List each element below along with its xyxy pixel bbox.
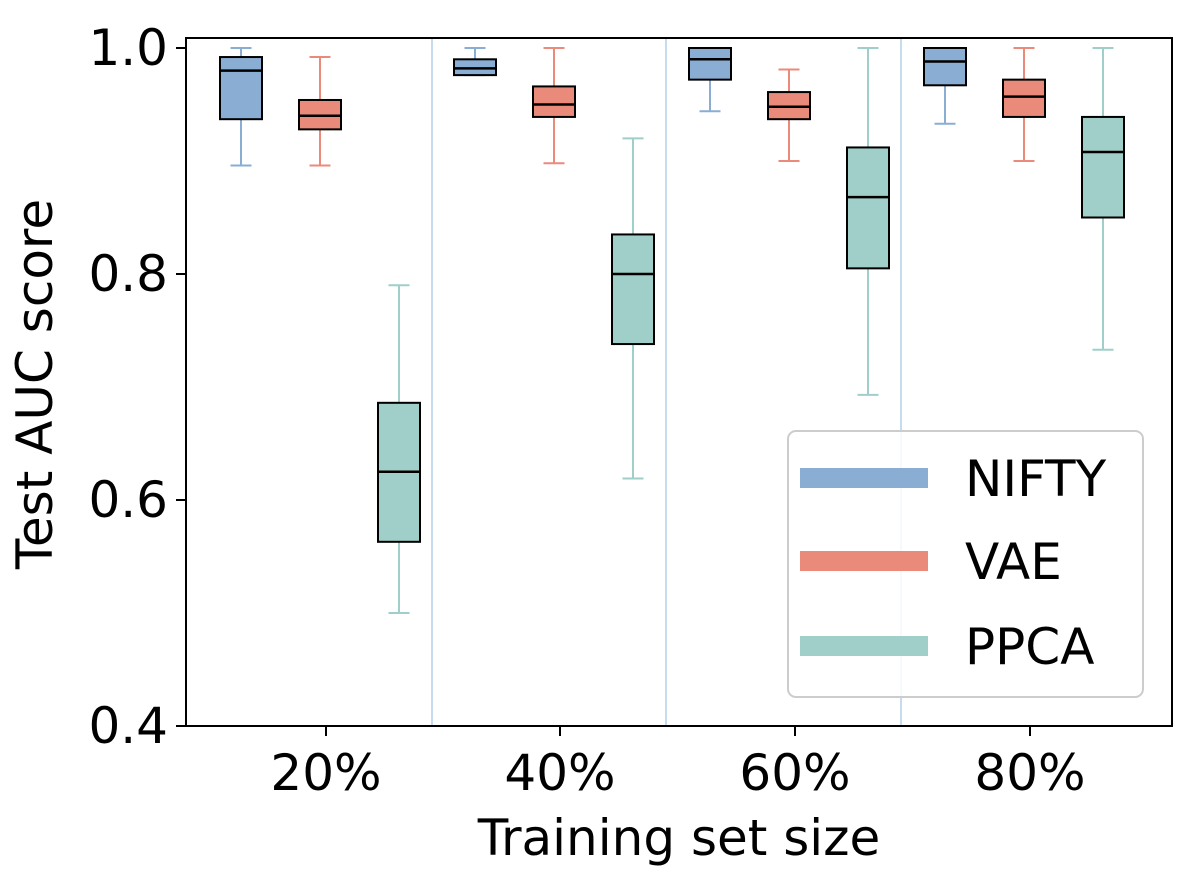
- box-nifty-60pct-iqr: [688, 47, 732, 81]
- box-plots: [219, 47, 1125, 614]
- box-nifty-80pct: [923, 47, 967, 125]
- box-vae-20pct: [298, 56, 342, 167]
- y-tick-label-3: 1.0: [88, 19, 168, 77]
- y-tick-label-2: 0.8: [88, 245, 168, 303]
- plot-frame: [185, 37, 1173, 727]
- box-ppca-20pct: [377, 284, 421, 614]
- box-ppca-60pct: [846, 47, 890, 396]
- y-tick-label-1: 0.6: [88, 471, 168, 529]
- box-ppca-80pct-iqr: [1081, 115, 1125, 219]
- legend: NIFTY VAE PPCA: [787, 430, 1144, 698]
- x-tick-label-2: 60%: [739, 744, 850, 802]
- y-tick-label-0: 0.4: [88, 697, 168, 755]
- box-ppca-40pct-iqr: [611, 233, 655, 346]
- box-ppca-80pct: [1081, 47, 1125, 351]
- x-axis: 20% 40% 60% 80%: [270, 726, 1086, 802]
- y-axis-label: Test AUC score: [6, 199, 64, 570]
- box-vae-60pct: [767, 68, 811, 162]
- box-vae-80pct: [1002, 47, 1046, 162]
- x-tick-label-0: 20%: [270, 744, 381, 802]
- box-vae-80pct-iqr: [1002, 78, 1046, 118]
- x-axis-label: Training set size: [477, 809, 880, 867]
- box-vae-40pct: [532, 47, 576, 165]
- box-nifty-40pct: [453, 47, 497, 77]
- x-tick-label-3: 80%: [974, 744, 1085, 802]
- box-nifty-20pct-iqr: [219, 56, 263, 121]
- box-ppca-40pct: [611, 137, 655, 480]
- box-ppca-60pct-iqr: [846, 146, 890, 270]
- box-nifty-60pct: [688, 47, 732, 113]
- legend-label-nifty: NIFTY: [965, 450, 1107, 508]
- box-nifty-80pct-iqr: [923, 47, 967, 87]
- legend-label-ppca: PPCA: [965, 618, 1094, 676]
- legend-frame: [787, 430, 1144, 698]
- y-axis: 0.4 0.6 0.8 1.0: [88, 19, 186, 755]
- box-vae-40pct-iqr: [532, 85, 576, 118]
- legend-label-vae: VAE: [965, 533, 1062, 591]
- box-nifty-20pct: [219, 47, 263, 167]
- x-tick-label-1: 40%: [504, 744, 615, 802]
